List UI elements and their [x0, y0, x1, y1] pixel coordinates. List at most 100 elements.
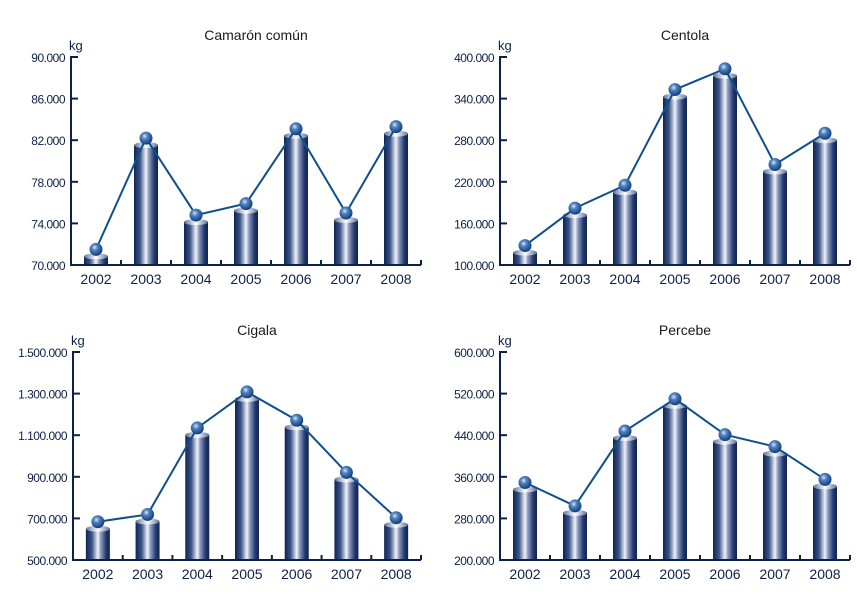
point-2004 [190, 421, 204, 435]
x-tick-label: 2008 [380, 271, 411, 287]
bar-2006 [284, 135, 308, 265]
point-2006 [718, 62, 732, 76]
y-unit-label: kg [69, 38, 83, 53]
x-tick-label: 2004 [182, 566, 213, 582]
bar-2008 [813, 140, 837, 265]
point-2002 [91, 515, 105, 529]
chart-title: Camarón común [204, 27, 308, 43]
point-2002 [89, 242, 103, 256]
bar-2004 [613, 192, 637, 265]
y-tick-label: 500.000 [27, 554, 68, 568]
y-tick-label: 160.000 [454, 217, 495, 231]
bar-cap [234, 207, 258, 214]
bar-2005 [235, 398, 259, 560]
point-2004 [618, 178, 632, 192]
x-tick-label: 2007 [331, 566, 362, 582]
bar-2006 [713, 75, 737, 265]
x-tick-label: 2004 [180, 271, 211, 287]
x-tick-label: 2004 [609, 566, 640, 582]
x-tick-label: 2007 [330, 271, 361, 287]
x-tick-label: 2004 [609, 271, 640, 287]
bar-cap [184, 219, 208, 226]
x-tick-label: 2005 [659, 271, 690, 287]
x-tick-label: 2006 [280, 271, 311, 287]
x-tick-label: 2005 [230, 271, 261, 287]
bar-2007 [334, 479, 359, 560]
y-tick-label: 200.000 [454, 554, 495, 568]
point-2004 [618, 424, 632, 438]
chart-percebe: Percebe kg 200.000 280.000 360.000 440.000 520… [454, 322, 851, 582]
chart-cigala: Cigala kg 500.000 700.000 900.000 1.100.000 1.… [18, 322, 422, 582]
bar-cap [384, 521, 409, 528]
bar-cap [763, 450, 787, 457]
y-tick-label: 90.000 [31, 51, 66, 65]
y-unit-label: kg [71, 333, 85, 348]
bar-2003 [563, 215, 587, 265]
bar-2007 [763, 453, 787, 560]
y-tick-label: 74.000 [31, 217, 66, 231]
bar-cap [513, 249, 537, 256]
point-2005 [240, 385, 254, 399]
chart-title: Centola [661, 27, 709, 43]
chart-panel-centola: Centola kg 100.000 160.000 220.000 280.000 340… [429, 20, 857, 315]
y-tick-label: 900.000 [27, 471, 68, 485]
y-tick-label: 520.000 [454, 388, 495, 402]
x-tick-label: 2002 [82, 566, 113, 582]
x-tick-label: 2005 [659, 566, 690, 582]
point-2006 [290, 413, 304, 427]
x-tick-label: 2002 [509, 566, 540, 582]
bar-2003 [135, 521, 160, 560]
y-tick-label: 78.000 [31, 176, 66, 190]
x-tick-label: 2007 [759, 271, 790, 287]
point-2008 [389, 511, 403, 525]
y-tick-label: 70.000 [31, 259, 66, 273]
y-tick-label: 1.300.000 [18, 388, 68, 402]
x-tick-label: 2006 [281, 566, 312, 582]
bar-2002 [513, 252, 537, 265]
bar-cap [763, 168, 787, 175]
point-2007 [768, 157, 782, 171]
y-tick-label: 100.000 [454, 259, 495, 273]
bar-cap [813, 483, 837, 490]
x-tick-label: 2007 [759, 566, 790, 582]
bar-2004 [613, 438, 637, 560]
bar-2002 [513, 489, 537, 560]
y-tick-label: 82.000 [31, 134, 66, 148]
bar-cap [563, 509, 587, 516]
bar-cap [663, 93, 687, 100]
bar-cap [135, 518, 160, 525]
point-2006 [289, 122, 303, 136]
point-2008 [389, 120, 403, 134]
point-2007 [339, 465, 353, 479]
y-tick-label: 220.000 [454, 176, 495, 190]
y-unit-label: kg [498, 333, 512, 348]
point-2002 [518, 239, 532, 253]
x-tick-label: 2008 [809, 566, 840, 582]
bar-2004 [185, 434, 210, 560]
bar-2008 [384, 524, 409, 560]
bar-cap [613, 189, 637, 196]
bar-2007 [763, 171, 787, 265]
bar-2005 [663, 405, 687, 560]
y-unit-label: kg [498, 38, 512, 53]
chart-centola: Centola kg 100.000 160.000 220.000 280.000 340… [454, 27, 851, 287]
y-tick-label: 700.000 [27, 512, 68, 526]
bar-cap [84, 253, 108, 260]
bar-cap [813, 137, 837, 144]
chart-panel-camaron: Camarón común kg 70.000 74.000 78.000 82.000 8… [0, 20, 428, 315]
y-tick-label: 360.000 [454, 471, 495, 485]
point-2008 [818, 126, 832, 140]
x-tick-label: 2006 [709, 566, 740, 582]
bar-cap [513, 486, 537, 493]
point-2007 [339, 206, 353, 220]
point-2003 [568, 201, 582, 215]
bar-2006 [284, 427, 309, 560]
bar-2004 [184, 222, 208, 265]
y-tick-label: 86.000 [31, 93, 66, 107]
bar-cap [334, 217, 358, 223]
y-tick-label: 400.000 [454, 51, 495, 65]
x-tick-label: 2003 [559, 271, 590, 287]
bar-2003 [563, 512, 587, 560]
x-tick-label: 2003 [130, 271, 161, 287]
x-tick-label: 2005 [231, 566, 262, 582]
